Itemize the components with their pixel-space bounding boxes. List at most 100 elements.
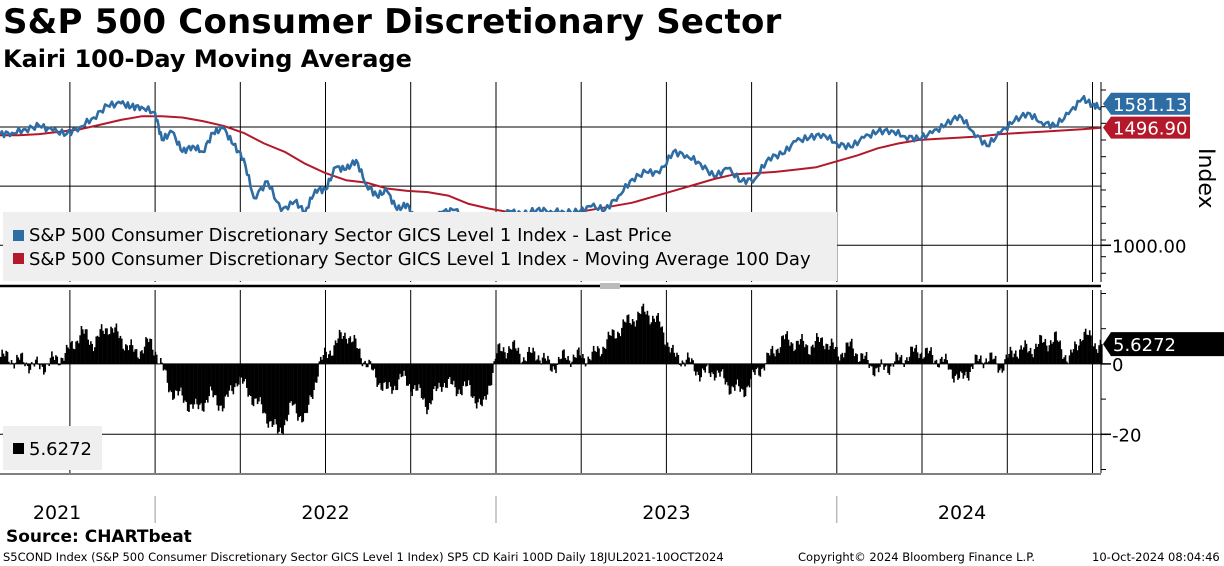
kairi-bar [224, 363, 227, 397]
price-legend: S&P 500 Consumer Discretionary Sector GI… [3, 212, 837, 281]
kairi-bar [985, 358, 987, 364]
kairi-bar [481, 363, 483, 407]
kairi-bar [1076, 350, 1079, 364]
kairi-bar [619, 336, 622, 364]
kairi-bar [982, 363, 985, 369]
kairi-bar [755, 363, 758, 370]
kairi-bar [479, 363, 482, 405]
kairi-bar [290, 363, 292, 402]
kairi-bar [697, 363, 700, 375]
kairi-bar [447, 363, 450, 380]
kairi-bar [947, 363, 950, 370]
kairi-bar [1079, 339, 1082, 364]
kairi-bar [45, 363, 48, 365]
kairi-bar [438, 363, 440, 383]
kairi-bar [407, 363, 409, 386]
kairi-bar [622, 319, 625, 364]
kairi-bar [732, 363, 735, 388]
kairi-bar [350, 342, 353, 364]
kairi-bar [997, 363, 1000, 373]
kairi-bar [803, 347, 806, 364]
kairi-bar [439, 363, 442, 387]
kairi-bar [748, 363, 751, 388]
kairi-bar [520, 363, 522, 364]
kairi-bar [431, 363, 434, 401]
kairi-bar [196, 363, 198, 405]
x-year-label: 2023 [642, 502, 690, 524]
kairi-bar [43, 363, 45, 375]
kairi-bar [88, 344, 91, 364]
kairi-bar [781, 336, 783, 364]
kairi-bar [916, 352, 919, 364]
kairi-bar [73, 349, 76, 364]
kairi-bar [957, 363, 959, 380]
kairi-bar [653, 318, 655, 364]
kairi-bar [395, 363, 397, 391]
kairi-bar [802, 340, 805, 364]
kairi-bar [419, 363, 422, 388]
kairi-bar [584, 363, 587, 367]
kairi-bar [1009, 346, 1012, 364]
kairi-bar [818, 342, 821, 364]
kairi-bar [510, 349, 513, 364]
kairi-bar [820, 338, 822, 364]
kairi-bar [699, 363, 701, 382]
kairi-bar [440, 363, 443, 392]
kairi-bar [509, 348, 512, 364]
kairi-bar [533, 351, 536, 364]
kairi-bar [517, 347, 520, 364]
kairi-bar [951, 363, 954, 379]
kairi-bar [1055, 331, 1057, 364]
kairi-bar [294, 363, 297, 404]
kairi-bar [61, 358, 64, 364]
kairi-bar [432, 363, 435, 389]
kairi-bar [953, 363, 955, 383]
kairi-bar [127, 350, 130, 364]
kairi-bar [418, 363, 420, 385]
kairi-bar [6, 351, 9, 364]
kairi-bar [902, 363, 904, 364]
kairi-bar [654, 322, 657, 364]
kairi-bar [1062, 359, 1064, 364]
kairi-bar [829, 345, 832, 364]
kairi-bar [795, 340, 798, 364]
kairi-bar [1006, 357, 1009, 364]
kairi-bar [621, 327, 623, 364]
kairi-bar [955, 363, 958, 375]
kairi-bar [1063, 357, 1065, 364]
kairi-bar [559, 359, 561, 364]
kairi-bar [945, 353, 947, 364]
kairi-bar [98, 337, 100, 364]
kairi-bar [10, 360, 13, 364]
kairi-bar [255, 363, 258, 399]
price-line [0, 94, 1102, 247]
kairi-bar [227, 363, 229, 397]
kairi-bar [1083, 331, 1086, 364]
kairi-bar [1024, 340, 1026, 364]
kairi-bar [436, 363, 439, 389]
kairi-bar [212, 363, 214, 398]
kairi-bar [569, 363, 572, 367]
kairi-bar [99, 329, 102, 364]
kairi-bar [129, 345, 131, 364]
kairi-bar [1036, 346, 1039, 364]
kairi-bar [793, 351, 795, 364]
kairi-bar [287, 363, 290, 415]
kairi-bar [610, 335, 612, 364]
kairi-bar [669, 352, 672, 364]
kairi-bar [28, 363, 30, 374]
kairi-bar [76, 340, 79, 364]
kairi-bar [688, 357, 690, 364]
kairi-bar [747, 363, 750, 386]
kairi-bar [492, 363, 494, 373]
kairi-bar [169, 363, 171, 391]
kairi-bar [521, 361, 524, 364]
kairi-bar [286, 363, 288, 422]
kairi-bar [322, 355, 325, 364]
kairi-bar [920, 352, 923, 364]
kairi-bar [739, 363, 741, 392]
kairi-bar [962, 363, 965, 379]
kairi-bar [859, 361, 861, 364]
kairi-bar [571, 361, 573, 364]
ma-last-tag-box [1103, 116, 1190, 139]
